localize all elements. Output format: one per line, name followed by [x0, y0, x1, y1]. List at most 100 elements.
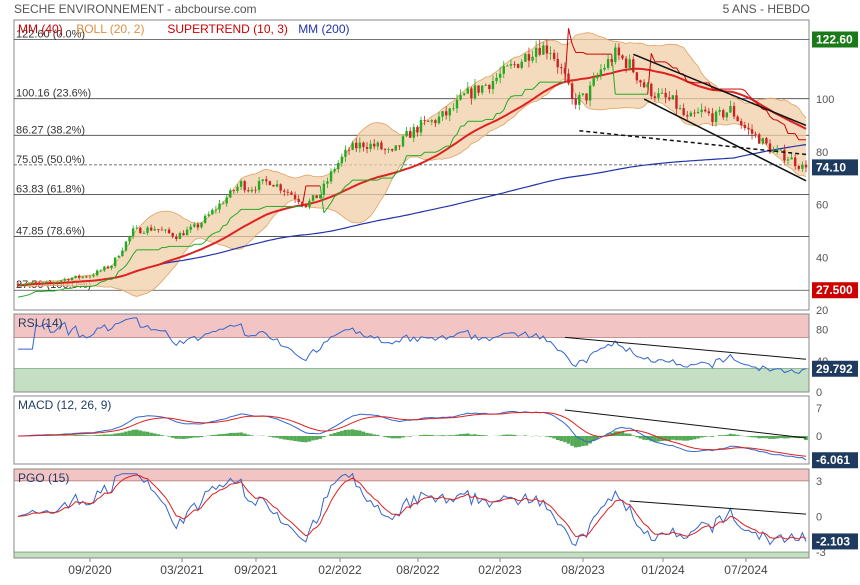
- price-panel: 122.60 (0.0%)100.16 (23.6%)86.27 (38.2%)…: [14, 20, 858, 317]
- macd-histogram-bar: [185, 436, 189, 439]
- candle-body: [650, 84, 652, 96]
- macd-histogram-bar: [783, 436, 787, 438]
- macd-histogram-bar: [340, 431, 344, 436]
- macd-histogram-bar: [347, 430, 351, 436]
- candle-body: [485, 85, 487, 86]
- candle-body: [391, 149, 393, 150]
- macd-histogram-bar: [588, 436, 592, 443]
- candle-body: [56, 282, 58, 283]
- candle-body: [423, 120, 425, 121]
- candle-body: [211, 210, 213, 214]
- candle-body: [373, 144, 375, 147]
- macd-histogram-bar: [444, 435, 448, 436]
- macd-histogram-bar: [139, 430, 143, 436]
- candle-body: [150, 228, 152, 231]
- macd-histogram-bar: [171, 436, 175, 438]
- candle-body: [143, 233, 145, 234]
- candle-body: [628, 59, 630, 68]
- indicator-legend: MACD (12, 26, 9): [18, 398, 111, 412]
- candle-body: [456, 100, 458, 109]
- candle-body: [571, 83, 573, 99]
- candle-body: [405, 131, 407, 136]
- candle-body: [434, 120, 436, 123]
- candle-body: [549, 53, 551, 54]
- macd-histogram-bar: [362, 432, 366, 436]
- candle-body: [341, 157, 343, 163]
- candle-body: [776, 150, 778, 151]
- candle-body: [715, 112, 717, 122]
- candle-body: [132, 228, 134, 236]
- candle-body: [128, 236, 130, 242]
- macd-histogram-bar: [725, 435, 729, 436]
- candle-body: [89, 276, 91, 277]
- candle-body: [675, 95, 677, 109]
- candle-body: [312, 195, 314, 200]
- candle-body: [506, 66, 508, 67]
- macd-histogram-bar: [736, 435, 740, 436]
- macd-histogram-bar: [473, 434, 477, 436]
- macd-histogram-bar: [268, 436, 272, 437]
- macd-histogram-bar: [775, 436, 779, 438]
- candle-body: [657, 93, 659, 98]
- candle-body: [794, 158, 796, 167]
- x-axis-label: 01/2024: [641, 563, 685, 577]
- macd-histogram-bar: [455, 435, 459, 436]
- candle-body: [323, 184, 325, 195]
- candle-body: [697, 112, 699, 113]
- candle-body: [384, 149, 386, 150]
- candle-body: [610, 59, 612, 62]
- candle-body: [17, 284, 19, 286]
- macd-histogram-bar: [67, 435, 71, 436]
- macd-histogram-bar: [750, 436, 754, 437]
- macd-histogram-bar: [246, 435, 250, 436]
- indicator-legend: RSI (14): [18, 316, 63, 330]
- candle-body: [603, 68, 605, 70]
- candle-body: [614, 48, 616, 62]
- pgo-upper-zone: [14, 469, 809, 481]
- legend-entry: SUPERTREND (10, 3): [167, 22, 287, 36]
- macd-histogram-bar: [506, 435, 510, 436]
- macd-histogram-bar: [211, 435, 215, 436]
- candle-body: [272, 185, 274, 187]
- macd-histogram-bar: [311, 436, 315, 440]
- macd-histogram-bar: [333, 433, 337, 436]
- macd-histogram-bar: [671, 436, 675, 440]
- indicator-tick-label: 0: [816, 387, 822, 399]
- candle-body: [758, 134, 760, 143]
- macd-histogram-bar: [560, 436, 564, 441]
- macd-histogram-bar: [290, 436, 294, 440]
- candle-body: [467, 88, 469, 93]
- candle-body: [596, 76, 598, 78]
- candle-body: [535, 48, 537, 57]
- candle-body: [164, 230, 166, 231]
- candle-body: [190, 227, 192, 230]
- candle-body: [625, 58, 627, 67]
- legend-entry: MM (40): [18, 22, 63, 36]
- macd-histogram-bar: [757, 436, 761, 438]
- x-axis-label: 07/2024: [724, 563, 768, 577]
- macd-histogram-bar: [394, 436, 398, 438]
- macd-histogram-bar: [624, 433, 628, 436]
- macd-histogram-bar: [153, 433, 157, 436]
- macd-histogram-bar: [459, 434, 463, 436]
- candle-body: [297, 199, 299, 202]
- candle-body: [53, 282, 55, 283]
- macd-histogram-bar: [329, 434, 333, 436]
- candle-body: [805, 165, 807, 168]
- candle-body: [154, 229, 156, 230]
- macd-histogram-bar: [390, 436, 394, 438]
- macd-histogram-bar: [275, 436, 279, 438]
- macd-histogram-bar: [437, 435, 441, 436]
- macd-histogram-bar: [358, 430, 362, 436]
- macd-histogram-bar: [178, 436, 182, 439]
- macd-histogram-bar: [308, 436, 312, 442]
- candle-body: [240, 181, 242, 187]
- candle-body: [740, 121, 742, 125]
- chart-title: SECHE ENVIRONNEMENT - abcbourse.com: [14, 2, 257, 16]
- candle-body: [125, 242, 127, 251]
- candle-body: [24, 284, 26, 285]
- candle-body: [621, 55, 623, 58]
- candle-body: [445, 111, 447, 115]
- indicator-tick-label: 7: [816, 403, 822, 415]
- macd-histogram-bar: [545, 436, 549, 437]
